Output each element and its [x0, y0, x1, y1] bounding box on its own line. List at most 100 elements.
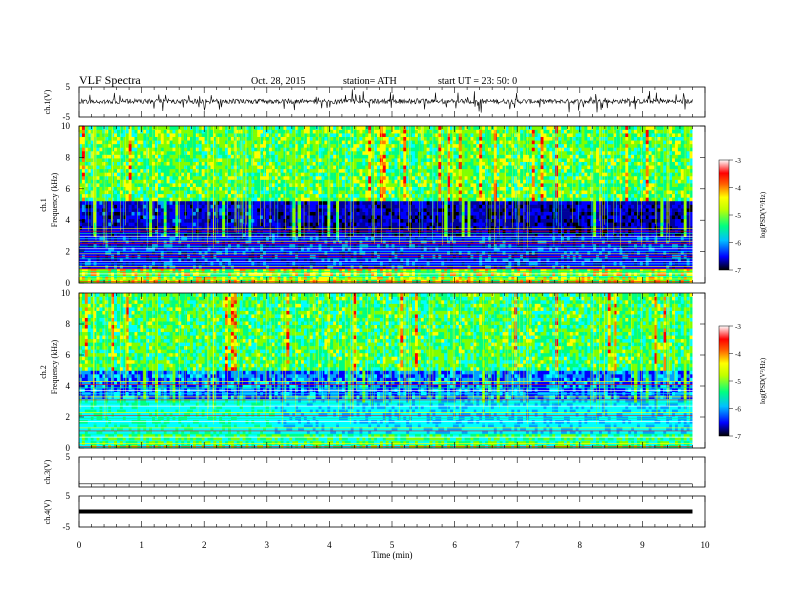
- spectrogram-cell: [306, 243, 311, 248]
- spectrogram-cell: [225, 258, 229, 262]
- spectrogram-cell: [242, 179, 246, 184]
- spectrogram-cell: [254, 275, 258, 280]
- spectrogram-cell: [105, 133, 109, 138]
- spectrogram-cell: [137, 225, 141, 230]
- spectrogram-cell: [271, 165, 276, 170]
- spectrogram-cell: [227, 193, 232, 198]
- spectrogram-cell: [160, 233, 165, 237]
- spectrogram-cell: [385, 143, 389, 148]
- spectrogram-cell: [154, 197, 159, 202]
- spectrogram-cell: [362, 208, 366, 212]
- spectrogram-cell: [330, 133, 334, 138]
- spectrogram-cell: [119, 147, 124, 152]
- spectrogram-cell: [251, 247, 255, 252]
- spectrogram-cell: [116, 265, 121, 270]
- spectrogram-cell: [114, 204, 118, 209]
- spectrogram-cell: [374, 129, 378, 134]
- spectrogram-cell: [125, 136, 129, 141]
- spectrogram-cell: [87, 240, 91, 245]
- spectrogram-cell: [166, 168, 170, 173]
- spectrogram-cell: [219, 225, 223, 230]
- spectrogram-cell: [268, 240, 273, 245]
- spectrogram-cell: [344, 172, 349, 177]
- spectrogram-cell: [254, 172, 258, 177]
- spectrogram-cell: [216, 172, 220, 177]
- spectrogram-cell: [143, 243, 147, 248]
- spectrogram-cell: [187, 158, 191, 162]
- spectrogram-cell: [324, 204, 328, 209]
- spectrogram-cell: [280, 218, 284, 223]
- spectrogram-cell: [96, 211, 100, 216]
- spectrogram-cell: [166, 150, 170, 155]
- spectrogram-cell: [163, 215, 167, 220]
- spectrogram-cell: [306, 150, 311, 155]
- spectrogram-cell: [222, 208, 226, 212]
- spectrogram-cell: [254, 225, 258, 230]
- spectrogram-cell: [81, 133, 86, 138]
- spectrogram-cell: [315, 240, 319, 245]
- spectrogram-cell: [400, 268, 404, 273]
- spectrogram-cell: [137, 218, 141, 223]
- station-label: station= ATH: [343, 76, 397, 87]
- spectrogram-cell: [327, 233, 331, 237]
- spectrogram-cell: [376, 243, 381, 248]
- spectrogram-cell: [166, 179, 170, 184]
- spectrogram-cell: [239, 258, 243, 262]
- spectrogram-cell: [198, 243, 202, 248]
- spectrogram-cell: [344, 215, 349, 220]
- spectrogram-cell: [181, 243, 185, 248]
- spectrogram-cell: [131, 265, 135, 270]
- spectrogram-cell: [201, 193, 205, 198]
- spectrogram-cell: [251, 147, 255, 152]
- spectrogram-cell: [169, 161, 173, 166]
- spectrogram-cell: [295, 154, 299, 159]
- spectrogram-cell: [280, 129, 284, 134]
- spectrogram-cell: [333, 158, 337, 162]
- spectrogram-cell: [213, 133, 217, 138]
- spectrogram-cell: [210, 190, 214, 195]
- spectrogram-cell: [295, 133, 299, 138]
- spectrogram-cell: [315, 250, 319, 255]
- spectrogram-cell: [128, 208, 132, 212]
- spectrogram-cell: [227, 211, 232, 216]
- spectrogram-cell: [114, 247, 118, 252]
- spectrogram-cell: [318, 193, 322, 198]
- spectrogram-cell: [114, 258, 118, 262]
- spectrogram-cell: [146, 186, 150, 191]
- spectrogram-cell: [397, 186, 401, 191]
- spectrogram-cell: [301, 218, 305, 223]
- spectrogram-cell: [350, 175, 354, 180]
- spectrogram-cell: [116, 218, 121, 223]
- spectrogram-cell: [125, 165, 129, 170]
- spectrogram-cell: [251, 197, 255, 202]
- spectrogram-cell: [204, 275, 208, 280]
- spectrogram-cell: [146, 129, 150, 134]
- spectrogram-cell: [382, 247, 387, 252]
- spectrogram-cell: [374, 179, 378, 184]
- spectrogram-cell: [265, 161, 270, 166]
- spectrogram-cell: [257, 161, 261, 166]
- spectrogram-cell: [268, 250, 273, 255]
- spectrogram-cell: [309, 136, 314, 141]
- spectrogram-cell: [394, 208, 398, 212]
- spectrogram-cell: [175, 190, 179, 195]
- spectrogram-cell: [222, 172, 226, 177]
- spectrogram-cell: [368, 136, 372, 141]
- spectrogram-cell: [327, 161, 331, 166]
- spectrogram-cell: [336, 222, 340, 227]
- spectrogram-cell: [227, 200, 232, 205]
- spectrogram-cell: [292, 161, 296, 166]
- spectrogram-cell: [172, 143, 176, 148]
- spectrogram-cell: [306, 179, 311, 184]
- spectrogram-cell: [169, 233, 173, 237]
- spectrogram-cell: [242, 204, 246, 209]
- spectrogram-cell: [382, 158, 387, 162]
- spectrogram-cell: [336, 275, 340, 280]
- spectrogram-cell: [330, 243, 334, 248]
- spectrogram-cell: [216, 190, 220, 195]
- spectrogram-cell: [292, 247, 296, 252]
- spectrogram-cell: [277, 140, 281, 145]
- spectrogram-cell: [327, 258, 331, 262]
- spectrogram-cell: [128, 258, 132, 262]
- spectrogram-cell: [391, 247, 395, 252]
